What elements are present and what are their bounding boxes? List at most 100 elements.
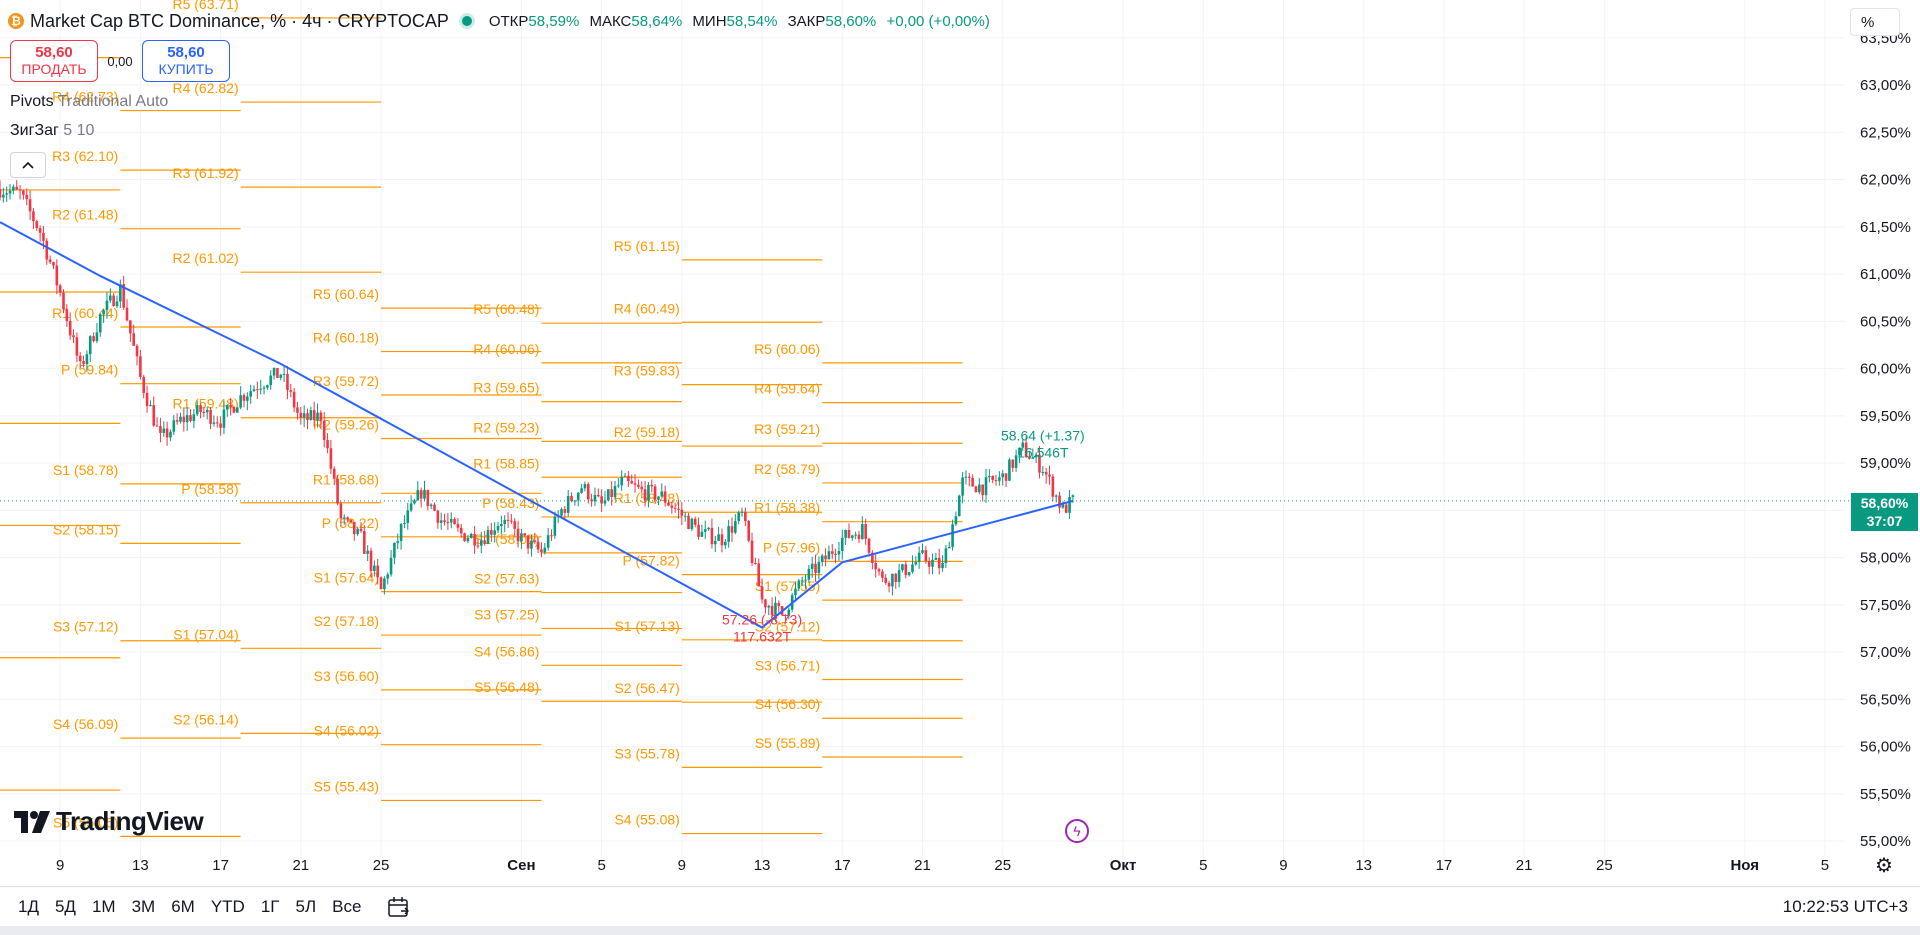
pivot-label: R1 (58.38)	[754, 500, 820, 516]
candle-body	[429, 504, 433, 507]
candle-body	[794, 588, 797, 596]
candle-body	[102, 310, 105, 315]
candle-body	[426, 489, 430, 507]
candle-body	[476, 545, 480, 547]
x-tick-label: 21	[914, 857, 931, 874]
candle-body	[486, 529, 490, 544]
y-tick-label: 59,50%	[1860, 408, 1911, 425]
range-6m[interactable]: 6М	[171, 897, 195, 916]
symbol-title[interactable]: Market Cap BTC Dominance, % · 4ч · CRYPT…	[30, 10, 449, 31]
pivot-label: R2 (61.02)	[172, 250, 238, 266]
sell-button[interactable]: 58,60 ПРОДАТЬ	[10, 40, 98, 82]
range-5d[interactable]: 5Д	[54, 897, 76, 916]
candle-body	[48, 259, 52, 263]
candle-body	[359, 528, 363, 532]
indicator-zigzag[interactable]: ЗигЗаг 5 10	[10, 122, 95, 139]
collapse-legend-button[interactable]	[10, 152, 46, 178]
candle-body	[804, 579, 807, 581]
market-status-icon[interactable]	[458, 13, 475, 29]
candle-body	[58, 285, 62, 293]
calendar-icon[interactable]	[387, 896, 411, 918]
candle-body	[1041, 471, 1045, 473]
candle-body	[1031, 457, 1035, 459]
range-3m[interactable]: 3М	[131, 897, 156, 916]
indicator-pivots[interactable]: Pivots Traditional Auto	[10, 93, 169, 110]
candle-body	[800, 580, 804, 582]
tradingview-logo-icon	[14, 810, 50, 833]
candle-body	[834, 553, 837, 555]
buy-button[interactable]: 58,60 КУПИТЬ	[142, 40, 230, 82]
candle-body	[1054, 495, 1058, 497]
candle-body	[964, 476, 968, 478]
candle-body	[847, 530, 851, 538]
candle-body	[546, 535, 550, 548]
x-tick-label: 21	[292, 857, 309, 874]
y-tick-label: 60,00%	[1860, 361, 1911, 378]
candle-body	[12, 186, 15, 191]
range-1y[interactable]: 1Г	[260, 897, 280, 916]
candle-body	[877, 569, 881, 572]
candle-body	[319, 412, 323, 421]
candle-body	[620, 476, 623, 486]
candle-body	[934, 557, 938, 560]
candle-body	[419, 490, 423, 499]
candle-body	[757, 563, 761, 587]
candle-body	[396, 541, 400, 543]
candle-body	[653, 486, 657, 500]
candle-body	[520, 533, 523, 542]
candle-body	[92, 336, 95, 342]
last-price-tag: 58,60% 37:07	[1851, 493, 1918, 531]
range-all[interactable]: Все	[332, 897, 362, 916]
candle-body	[1061, 504, 1065, 508]
range-1d[interactable]: 1Д	[18, 897, 39, 916]
candle-body	[205, 409, 209, 413]
candle-body	[42, 232, 45, 241]
trade-panel: 58,60 ПРОДАТЬ 0,00 58,60 КУПИТЬ	[10, 40, 230, 82]
candle-body	[209, 409, 212, 424]
candle-body	[189, 415, 192, 421]
candle-body	[38, 228, 42, 233]
pivot-label: S4 (55.08)	[614, 812, 679, 828]
price-chart[interactable]: R2 (63.29)R1 (61.89)P (60.81)S1 (59.42)S…	[0, 0, 1920, 885]
candle-body	[296, 407, 299, 413]
bitcoin-icon: ₿	[8, 13, 24, 29]
gear-icon[interactable]: ⚙	[1875, 854, 1893, 877]
candle-body	[566, 496, 570, 513]
candle-body	[994, 479, 998, 481]
candle-body	[650, 484, 654, 487]
candle-body	[643, 489, 647, 501]
chevron-up-icon	[22, 161, 34, 169]
candle-body	[660, 491, 664, 497]
pivot-label: S2 (57.18)	[314, 613, 379, 629]
candle-body	[907, 572, 911, 576]
x-tick-label: 9	[678, 857, 686, 874]
candle-body	[844, 530, 847, 538]
candle-body	[1044, 471, 1048, 475]
flash-icon[interactable]: ϟ	[1065, 819, 1089, 843]
pivot-label: R2 (59.23)	[473, 419, 539, 435]
y-tick-label: 60,50%	[1860, 313, 1911, 330]
x-tick-label: 5	[1199, 857, 1207, 874]
x-tick-label: 17	[1436, 857, 1453, 874]
candle-body	[436, 510, 440, 523]
candle-body	[8, 190, 12, 194]
range-5y[interactable]: 5Л	[295, 897, 317, 916]
candle-body	[266, 385, 269, 388]
candle-body	[15, 186, 19, 190]
x-tick-label: Сен	[507, 857, 535, 874]
range-ytd[interactable]: YTD	[210, 897, 245, 916]
candle-body	[125, 307, 129, 321]
candle-body	[246, 396, 249, 401]
candle-body	[894, 573, 898, 582]
y-tick-label: 63,00%	[1860, 77, 1911, 94]
clock[interactable]: 10:22:53 UTC+3	[1782, 897, 1908, 916]
candle-body	[269, 375, 273, 386]
candle-body	[760, 586, 764, 600]
scale-unit-button[interactable]: %	[1850, 8, 1900, 36]
candle-body	[707, 527, 710, 530]
zigzag-annotation: 58.64 (+1.37)	[1001, 427, 1085, 443]
range-1m[interactable]: 1М	[91, 897, 116, 916]
candle-body	[978, 484, 981, 493]
candle-body	[543, 547, 547, 553]
tradingview-logo[interactable]: TradingView	[14, 806, 204, 837]
